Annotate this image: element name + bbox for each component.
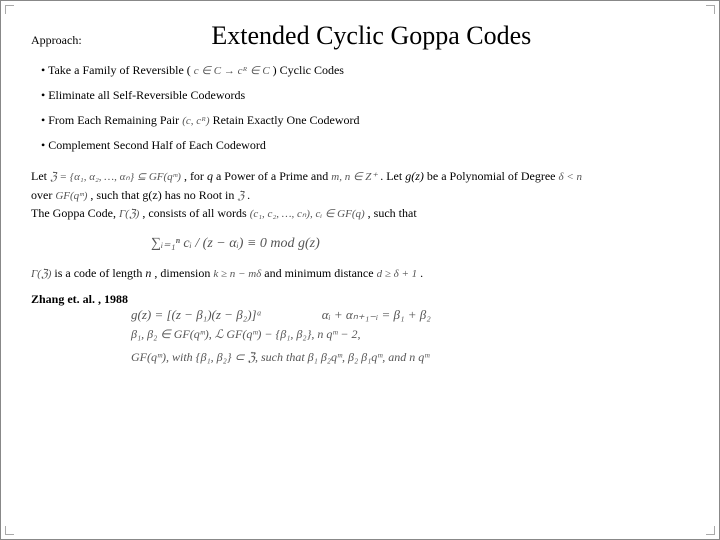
p2-t0: is a code of length [54, 266, 145, 280]
page-title: Extended Cyclic Goppa Codes [54, 21, 689, 51]
p2-m0: Γ(ℨ) [31, 268, 51, 280]
gz-formula-row: g(z) = [(z − β₁)(z − β₂)]ᵃ αᵢ + αₙ₊₁₋ᵢ =… [131, 307, 689, 323]
paragraph-1: Let ℨ = {α₁, α₂, …, αₙ} ⊆ GF(qᵐ) , for q… [31, 167, 689, 223]
p1-t8: , such that [368, 206, 417, 220]
bottom-line-2: GF(qᵐ), with {β₁, β₂} ⊂ ℨ, such that β₁ … [131, 346, 689, 369]
p1-m2: δ < n [559, 171, 583, 183]
bullet-1: • Take a Family of Reversible ( c ∈ C → … [41, 63, 689, 78]
gz-formula: g(z) = [(z − β₁)(z − β₂)]ᵃ [131, 307, 262, 323]
main-formula: ∑ᵢ₌₁ⁿ cᵢ / (z − αᵢ) ≡ 0 mod g(z) [151, 235, 689, 252]
bullet-2-pre: • Eliminate all Self-Reversible Codeword… [41, 88, 245, 102]
paragraph-2: Γ(ℨ) is a code of length n , dimension k… [31, 264, 689, 283]
bullet-2: • Eliminate all Self-Reversible Codeword… [41, 88, 689, 103]
bullet-3-pre: • From Each Remaining Pair [41, 113, 182, 127]
p1-t3: over [31, 188, 55, 202]
p1-m4: ℨ [237, 190, 244, 202]
p1-t0: Let [31, 169, 50, 183]
bullet-list: • Take a Family of Reversible ( c ∈ C → … [41, 63, 689, 153]
bottom-conditions: β₁, β₂ ∈ GF(qᵐ), ℒ GF(qᵐ) − {β₁, β₂}, n … [131, 323, 689, 369]
bullet-3-math: (c, cᴿ) [182, 115, 209, 127]
header-row: Approach: Extended Cyclic Goppa Codes [31, 21, 689, 51]
p1-m6: (c₁, c₂, …, cₙ), cᵢ ∈ GF(q) [250, 208, 365, 220]
p1-m3: GF(qᵐ) [55, 190, 87, 202]
p2-n: n [145, 266, 151, 280]
p1-gz: g(z) [405, 169, 424, 183]
reference: Zhang et. al. , 1988 [31, 292, 689, 307]
bottom-line-1: β₁, β₂ ∈ GF(qᵐ), ℒ GF(qᵐ) − {β₁, β₂}, n … [131, 323, 689, 346]
p1-t2: . Let [380, 169, 405, 183]
p1-t1c: a Power of a Prime and [216, 169, 331, 183]
p2-m2: d ≥ δ + 1 [377, 268, 418, 280]
bullet-3: • From Each Remaining Pair (c, cᴿ) Retai… [41, 113, 689, 128]
p1-t4: , such that g(z) has no Root in [90, 188, 237, 202]
p2-t2: . [420, 266, 423, 280]
p1-m5: Γ(ℨ) [119, 208, 139, 220]
p1-t1: , for [184, 169, 207, 183]
p2-m1: k ≥ n − mδ [213, 268, 261, 280]
bullet-3-post: Retain Exactly One Codeword [213, 113, 360, 127]
p1-t7: , consists of all words [142, 206, 249, 220]
bullet-1-post: ) Cyclic Codes [273, 63, 344, 77]
p1-t2c: be a Polynomial of Degree [427, 169, 559, 183]
bullet-1-math: c ∈ C → cᴿ ∈ C [194, 65, 270, 77]
p1-t6: The Goppa Code, [31, 206, 119, 220]
p2-t1: and minimum distance [264, 266, 376, 280]
p1-t5: . [247, 188, 250, 202]
bullet-4-pre: • Complement Second Half of Each Codewor… [41, 138, 266, 152]
bullet-4: • Complement Second Half of Each Codewor… [41, 138, 689, 153]
p1-m0: ℨ = {α₁, α₂, …, αₙ} ⊆ GF(qᵐ) [50, 171, 181, 183]
p1-q: q [207, 169, 213, 183]
p2-t0c: , dimension [154, 266, 213, 280]
p1-m1: m, n ∈ Z⁺ [331, 171, 377, 183]
gz-side: αᵢ + αₙ₊₁₋ᵢ = β₁ + β₂ [322, 307, 431, 323]
bullet-1-pre: • Take a Family of Reversible ( [41, 63, 191, 77]
